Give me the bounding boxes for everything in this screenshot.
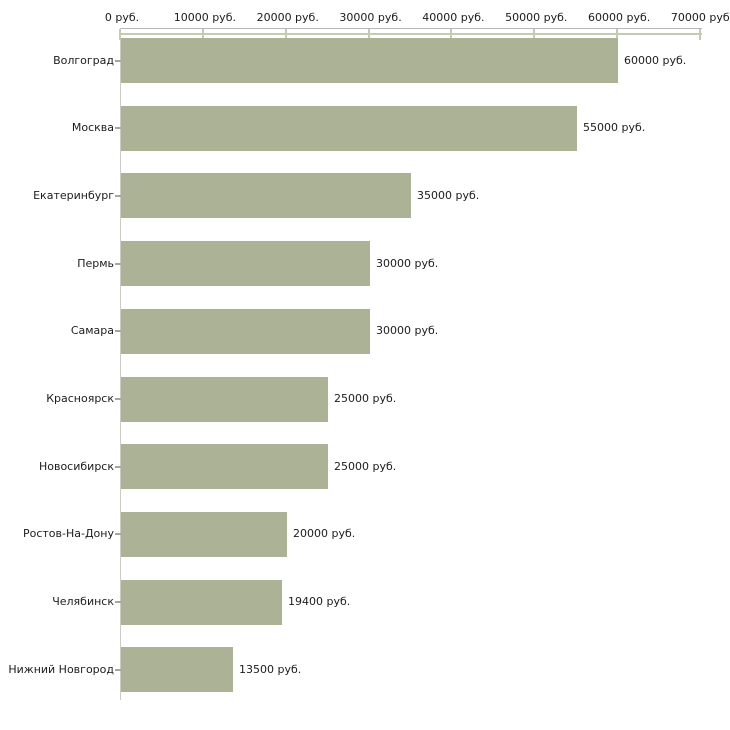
value-label: 19400 руб. <box>288 595 351 608</box>
value-label: 60000 руб. <box>624 54 687 67</box>
value-label: 55000 руб. <box>583 121 646 134</box>
x-tick-label: 40000 руб. <box>422 11 485 24</box>
category-label: Ростов-На-Дону <box>22 527 114 540</box>
x-tick-label: 60000 руб. <box>588 11 651 24</box>
bar <box>121 444 328 489</box>
category-tick-mark <box>115 263 122 265</box>
x-tick-label: 50000 руб. <box>505 11 568 24</box>
category-label: Челябинск <box>52 595 114 608</box>
value-label: 25000 руб. <box>334 460 397 473</box>
category-tick-mark <box>115 466 122 468</box>
value-label: 30000 руб. <box>376 257 439 270</box>
x-axis-line <box>120 28 702 29</box>
category-label: Нижний Новгород <box>8 663 114 676</box>
category-tick-mark <box>115 669 122 671</box>
category-label: Москва <box>71 121 114 134</box>
category-label: Пермь <box>77 257 114 270</box>
x-tick-mark <box>699 29 701 40</box>
value-label: 35000 руб. <box>417 189 480 202</box>
bar <box>121 512 287 557</box>
category-tick-mark <box>115 195 122 197</box>
value-label: 13500 руб. <box>239 663 302 676</box>
x-tick-mark <box>450 29 453 40</box>
bar <box>121 38 618 83</box>
value-label: 25000 руб. <box>334 392 397 405</box>
category-label: Волгоград <box>53 54 114 67</box>
category-label: Самара <box>70 324 114 337</box>
category-label: Красноярск <box>46 392 114 405</box>
bar <box>121 241 370 286</box>
x-tick-label: 30000 руб. <box>339 11 402 24</box>
bar <box>121 106 577 151</box>
x-tick-label: 20000 руб. <box>256 11 319 24</box>
y-axis-line <box>120 28 121 700</box>
x-tick-mark <box>533 29 536 40</box>
value-label: 30000 руб. <box>376 324 439 337</box>
category-label: Екатеринбург <box>33 189 114 202</box>
category-label: Новосибирск <box>38 460 114 473</box>
bar <box>121 309 370 354</box>
category-tick-mark <box>115 60 122 62</box>
category-tick-mark <box>115 127 122 129</box>
value-label: 20000 руб. <box>293 527 356 540</box>
x-axis-ridge <box>120 33 702 35</box>
x-tick-mark <box>616 29 619 40</box>
x-tick-mark <box>367 29 370 40</box>
category-tick-mark <box>115 533 122 535</box>
category-tick-mark <box>115 601 122 603</box>
x-tick-label: 10000 руб. <box>173 11 236 24</box>
bar <box>121 377 328 422</box>
x-tick-mark <box>284 29 287 40</box>
x-tick-mark <box>119 29 121 40</box>
category-tick-mark <box>115 330 122 332</box>
x-tick-label: 70000 руб. <box>670 11 730 24</box>
category-tick-mark <box>115 398 122 400</box>
bar <box>121 647 233 692</box>
x-tick-mark <box>201 29 204 40</box>
bar <box>121 580 282 625</box>
bar <box>121 173 411 218</box>
x-tick-label: 0 руб. <box>104 11 140 24</box>
